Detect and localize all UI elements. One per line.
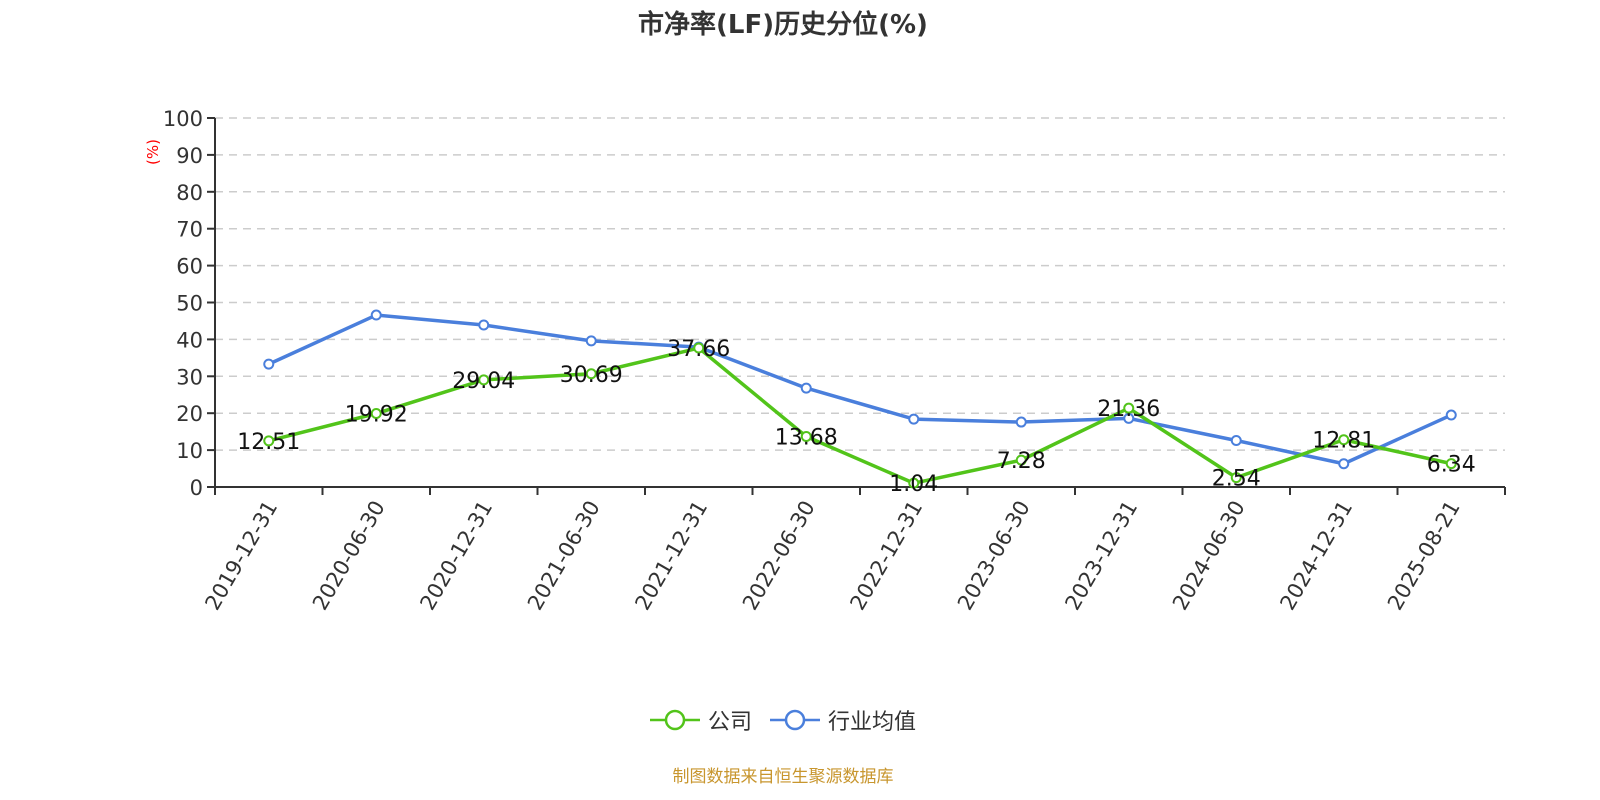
chart-title: 市净率(LF)历史分位(%): [638, 10, 928, 40]
x-tick-label: 2022-06-30: [738, 497, 820, 615]
data-point[interactable]: [1123, 412, 1135, 424]
x-tick-label: 2025-08-21: [1383, 497, 1465, 615]
data-label: 6.34: [1427, 453, 1476, 478]
data-point[interactable]: [478, 374, 490, 386]
series-lines: [263, 309, 1457, 489]
y-tick-label: 80: [176, 181, 203, 205]
data-point[interactable]: [1015, 416, 1027, 428]
data-label: 12.51: [237, 430, 300, 455]
data-label: 1.04: [889, 472, 938, 497]
data-label: 19.92: [345, 402, 408, 427]
data-label: 21.36: [1097, 397, 1160, 422]
data-point[interactable]: [1015, 454, 1027, 466]
data-label: 13.68: [775, 426, 838, 451]
y-tick-label: 40: [176, 328, 203, 352]
x-tick-label: 2023-06-30: [953, 497, 1035, 615]
legend-label-company: 公司: [707, 710, 752, 735]
data-point[interactable]: [1338, 434, 1350, 446]
data-point[interactable]: [478, 319, 490, 331]
data-point[interactable]: [263, 358, 275, 370]
industry-line: [268, 313, 1452, 466]
data-label: 37.66: [667, 337, 730, 362]
x-tick-label: 2023-12-31: [1060, 497, 1142, 615]
gridlines: [215, 117, 1505, 451]
y-tick-label: 60: [176, 255, 203, 279]
x-tick-label: 2024-06-30: [1168, 497, 1250, 615]
data-label: 7.28: [997, 449, 1046, 474]
y-axis: 0 10 20 30 40 50 60 70 80 90 100: [163, 107, 216, 500]
legend-item-company[interactable]: 公司: [649, 704, 752, 736]
data-point[interactable]: [1123, 402, 1135, 414]
data-point[interactable]: [263, 435, 275, 447]
legend-item-industry[interactable]: 行业均值: [770, 704, 916, 736]
data-point[interactable]: [800, 382, 812, 394]
data-point[interactable]: [908, 413, 920, 425]
x-tick-label: 2020-12-31: [415, 497, 497, 615]
data-point[interactable]: [585, 335, 597, 347]
data-label: 12.81: [1312, 429, 1375, 454]
data-label: 30.69: [560, 363, 623, 388]
legend: 公司 行业均值: [0, 704, 1566, 736]
data-point[interactable]: [908, 477, 920, 489]
y-tick-label: 100: [163, 107, 203, 131]
data-label: 29.04: [452, 369, 515, 394]
data-point[interactable]: [1338, 458, 1350, 470]
x-tick-label: 2019-12-31: [200, 497, 282, 615]
x-tick-label: 2021-12-31: [630, 497, 712, 615]
data-point[interactable]: [1230, 435, 1242, 447]
legend-line-circle-icon: [649, 709, 700, 731]
y-axis-unit-label: (%): [144, 139, 162, 165]
x-tick-label: 2020-06-30: [308, 497, 390, 615]
y-tick-label: 90: [176, 144, 203, 168]
legend-line-circle-icon: [770, 709, 820, 731]
x-tick-label: 2024-12-31: [1275, 497, 1357, 615]
x-tick-label: 2022-12-31: [845, 497, 927, 615]
data-labels: 12.51 19.92 29.04 30.69 37.66 13.68 1.04 7.28 21…: [237, 337, 1475, 497]
data-point[interactable]: [693, 342, 705, 354]
y-tick-label: 50: [176, 292, 203, 316]
data-point[interactable]: [800, 431, 812, 443]
source-note: 制图数据来自恒生聚源数据库: [672, 767, 894, 787]
data-point[interactable]: [585, 368, 597, 380]
data-point[interactable]: [1445, 458, 1457, 470]
x-axis: 2019-12-31 2020-06-30 2020-12-31 2021-06-30…: [200, 486, 1506, 615]
data-point[interactable]: [1445, 409, 1457, 421]
x-tick-label: 2021-06-30: [523, 497, 605, 615]
data-point[interactable]: [370, 309, 382, 321]
data-point[interactable]: [370, 407, 382, 419]
company-line: [268, 346, 1452, 485]
y-tick-label: 70: [176, 218, 203, 242]
legend-label-industry: 行业均值: [828, 710, 917, 735]
data-point[interactable]: [1230, 472, 1242, 484]
y-tick-label: 0: [190, 476, 203, 500]
y-tick-label: 10: [176, 439, 203, 463]
y-tick-label: 30: [176, 365, 203, 389]
y-tick-label: 20: [176, 402, 203, 426]
data-label: 2.54: [1212, 467, 1261, 492]
